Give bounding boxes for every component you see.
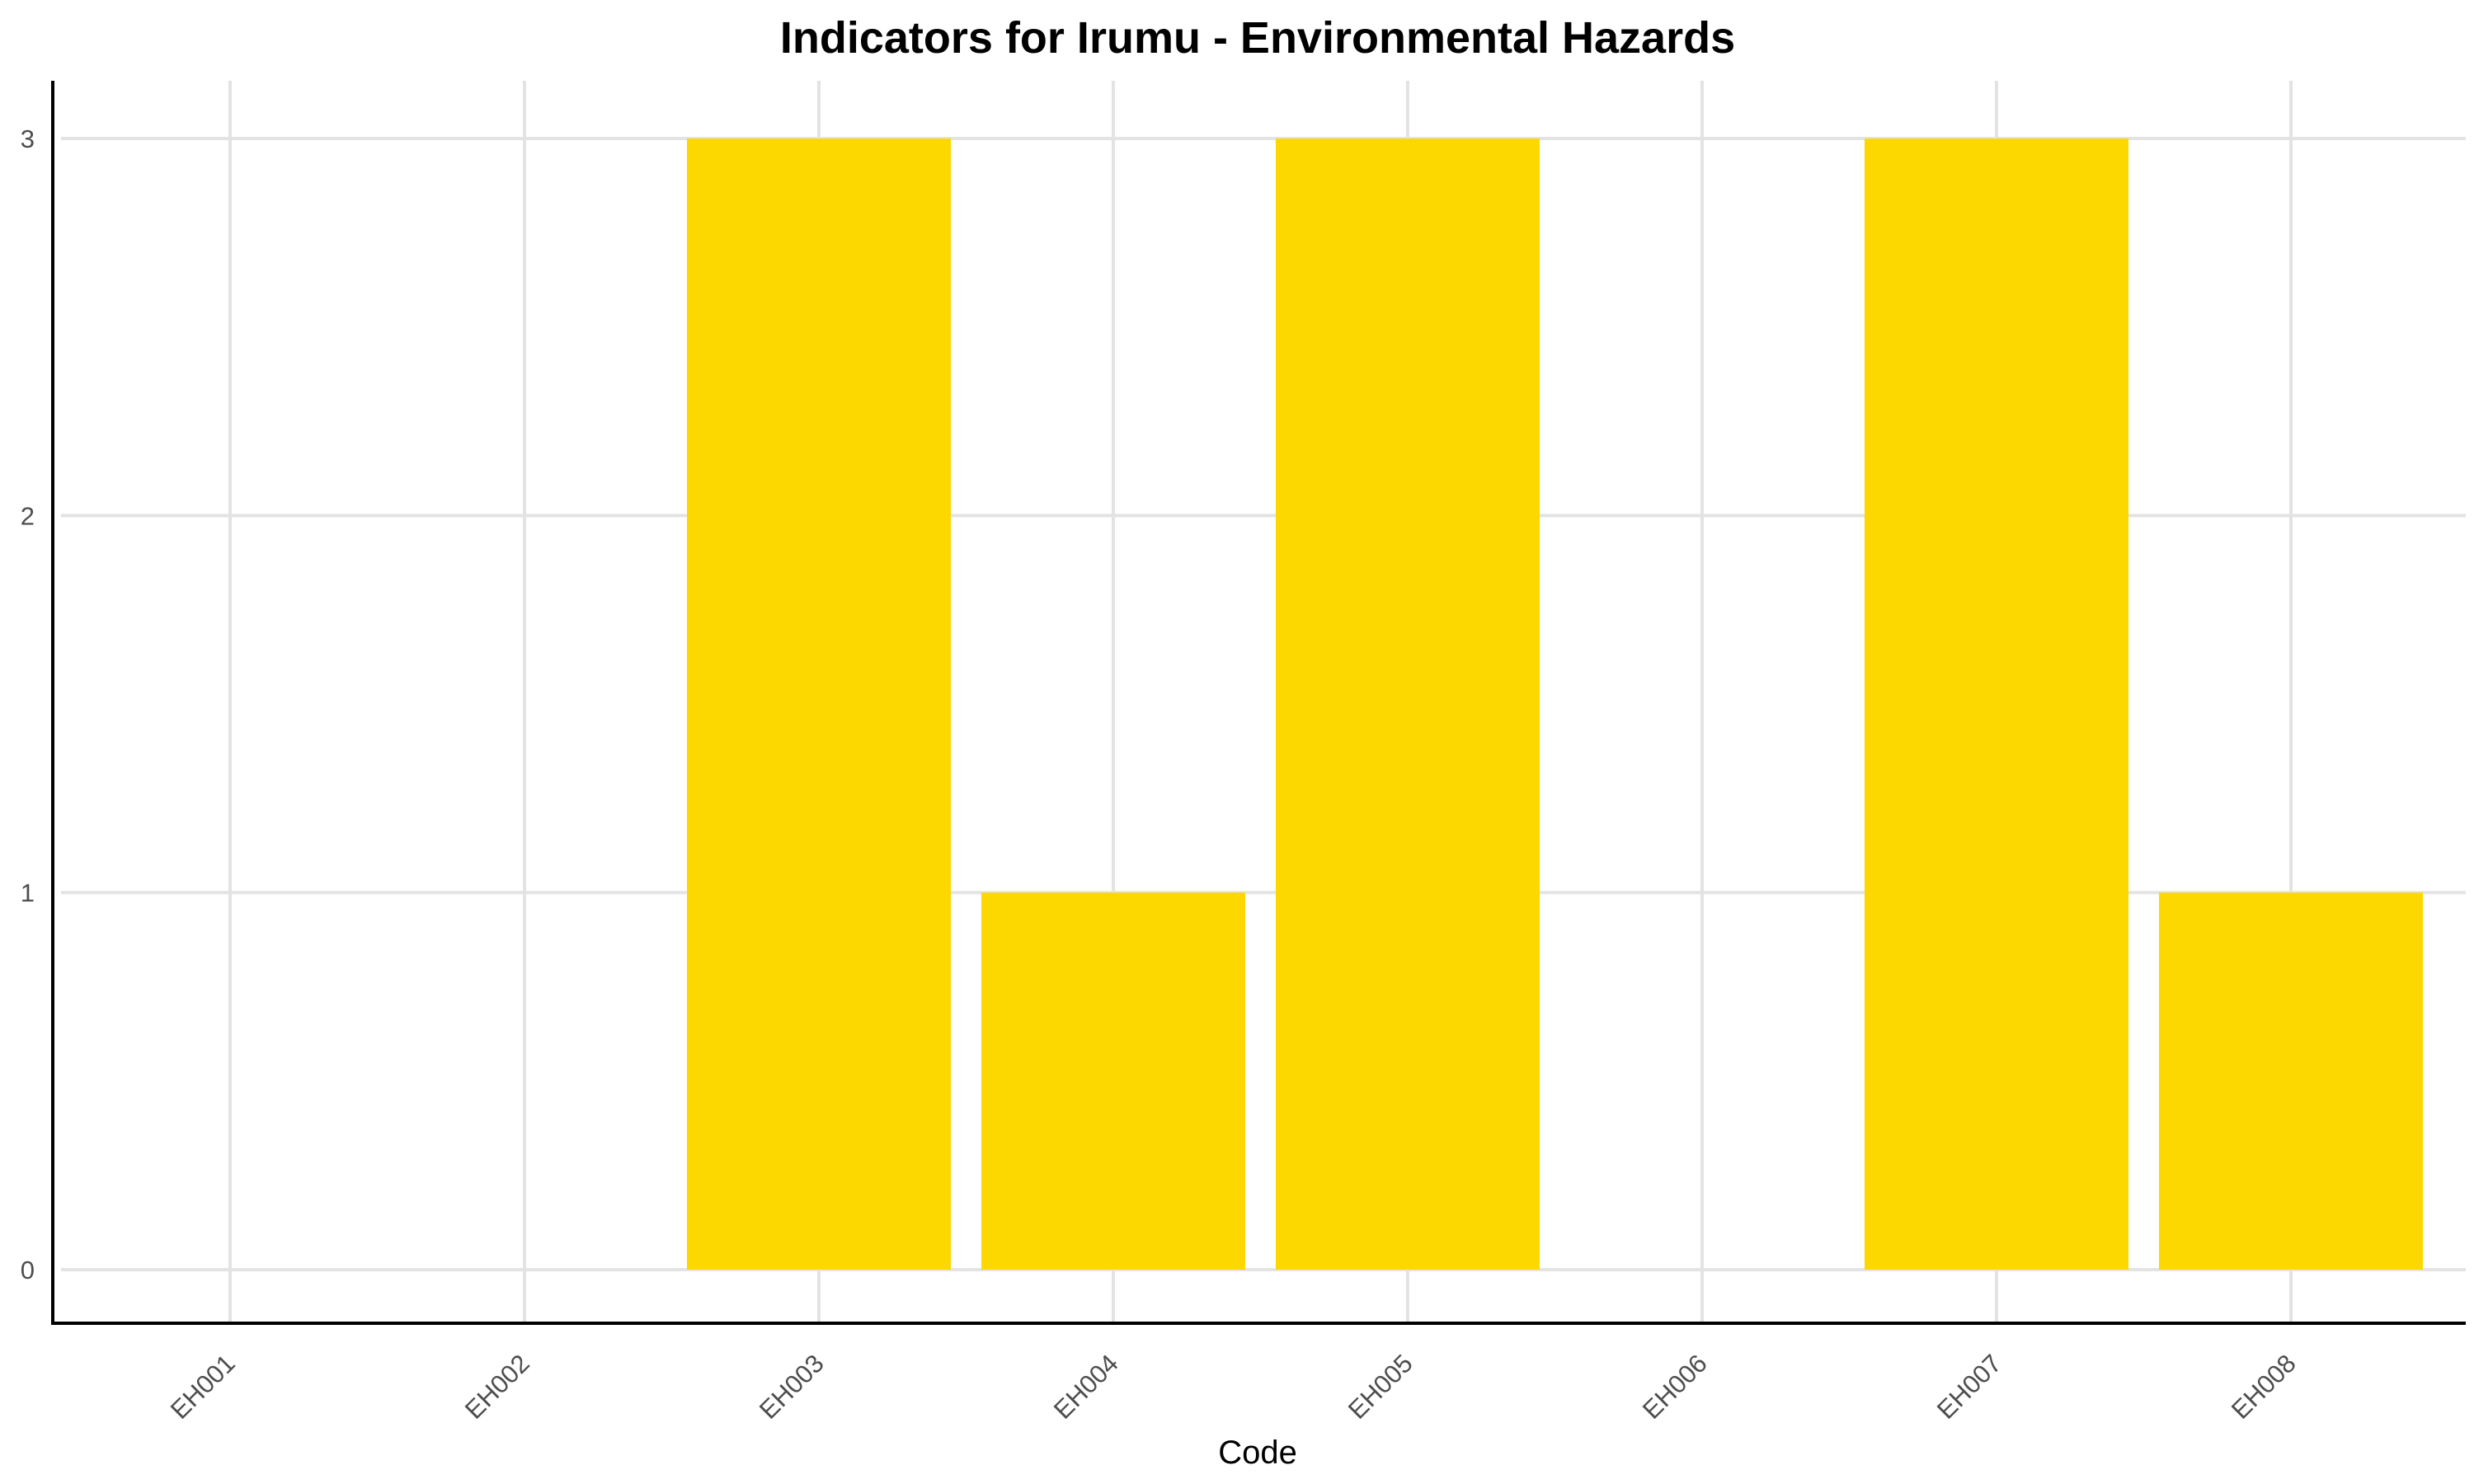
- x-axis-title: Code: [1218, 1435, 1297, 1471]
- chart-title: Indicators for Irumu - Environmental Haz…: [780, 13, 1735, 63]
- x-tick-label: EH006: [1637, 1349, 1713, 1425]
- x-tick-label: EH002: [459, 1349, 535, 1425]
- x-tick-label: EH003: [754, 1349, 830, 1425]
- x-tick-label: EH001: [165, 1349, 241, 1425]
- y-tick-label: 0: [21, 1256, 35, 1284]
- y-tick-labels: 0 1 2 3: [21, 124, 35, 1284]
- bar-eh005: [1276, 139, 1540, 1270]
- x-tick-label: EH004: [1048, 1349, 1124, 1425]
- y-tick-label: 2: [21, 501, 35, 530]
- bar-eh007: [1865, 139, 2128, 1270]
- bars: [687, 139, 2423, 1270]
- bar-eh003: [687, 139, 951, 1270]
- bar-eh004: [981, 892, 1245, 1270]
- bar-eh008: [2159, 892, 2423, 1270]
- y-tick-label: 3: [21, 124, 35, 153]
- x-tick-label: EH008: [2226, 1349, 2302, 1425]
- x-tick-label: EH005: [1343, 1349, 1418, 1425]
- x-tick-label: EH007: [1931, 1349, 2007, 1425]
- y-tick-label: 1: [21, 879, 35, 908]
- x-tick-labels: EH001 EH002 EH003 EH004 EH005 EH006 EH007 EH008: [165, 1349, 2302, 1425]
